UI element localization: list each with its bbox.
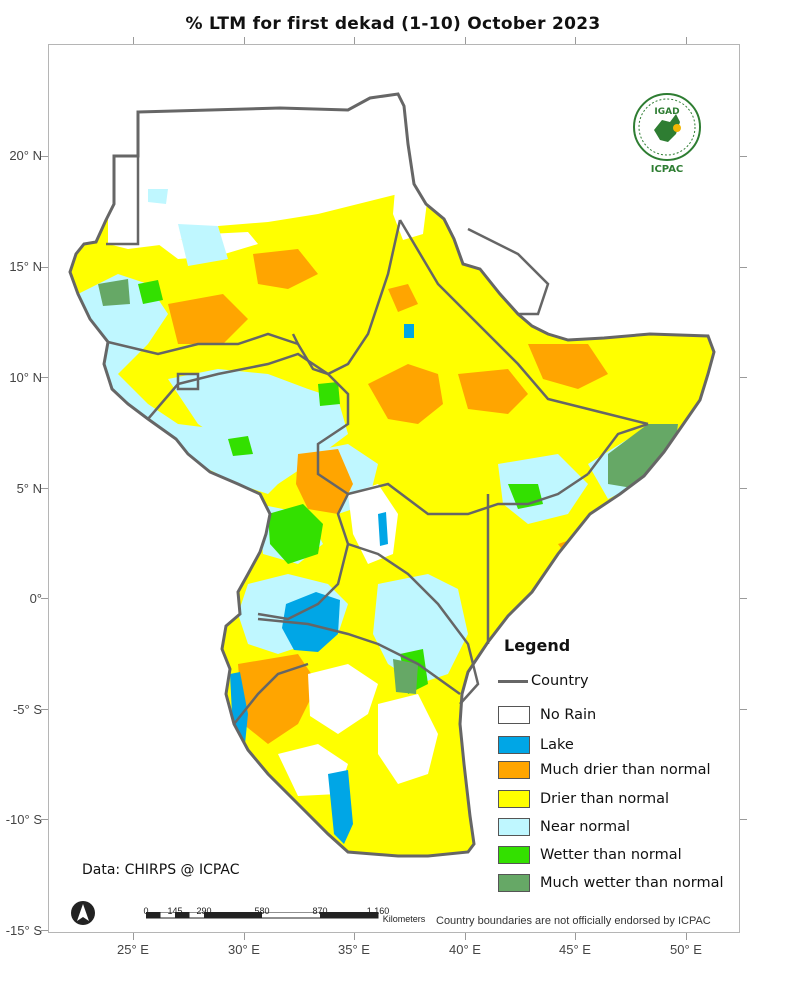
y-tick-label: -5° S: [12, 702, 42, 717]
y-tick: [41, 377, 48, 378]
y-tick-right: [740, 709, 747, 710]
country-line-swatch: [498, 679, 528, 683]
legend-label: Lake: [540, 737, 574, 753]
x-tick-top: [465, 37, 466, 44]
legend-row: Lake: [498, 734, 574, 756]
x-tick-label: 35° E: [338, 942, 370, 957]
legend-swatch: [498, 736, 530, 754]
scale-label: 1,160: [366, 906, 390, 916]
legend-row-country: Country: [498, 670, 589, 692]
scale-label: 290: [196, 906, 212, 916]
y-tick-label: 10° N: [9, 370, 42, 385]
y-tick: [41, 930, 48, 931]
x-tick-top: [575, 37, 576, 44]
y-tick: [41, 267, 48, 268]
legend-label: Wetter than normal: [540, 847, 682, 863]
x-tick-label: 25° E: [117, 942, 149, 957]
x-tick-label: 30° E: [228, 942, 260, 957]
legend-row: No Rain: [498, 704, 596, 726]
x-tick: [575, 933, 576, 940]
legend-swatch: [498, 846, 530, 864]
y-tick-right: [740, 488, 747, 489]
logo-bottom-text: ICPAC: [651, 164, 684, 174]
x-tick: [244, 933, 245, 940]
y-tick-right: [740, 156, 747, 157]
y-tick-label: -15° S: [5, 923, 42, 938]
y-tick-label: 15° N: [9, 259, 42, 274]
legend-label: Near normal: [540, 819, 631, 835]
legend-label: Much wetter than normal: [540, 875, 724, 891]
scale-label: 580: [254, 906, 270, 916]
scale-bar-graphic: [146, 912, 379, 919]
scale-label: 870: [312, 906, 328, 916]
x-tick: [354, 933, 355, 940]
x-tick-top: [244, 37, 245, 44]
y-tick-label: 5° N: [16, 481, 42, 496]
x-tick: [133, 933, 134, 940]
scale-unit: Kilometers: [382, 914, 426, 924]
y-tick: [41, 598, 48, 599]
y-tick-right: [740, 267, 747, 268]
legend-row: Much drier than normal: [498, 759, 711, 781]
boundary-disclaimer: Country boundaries are not officially en…: [436, 915, 711, 927]
y-tick: [41, 819, 48, 820]
x-tick-top: [133, 37, 134, 44]
map-title: % LTM for first dekad (1-10) October 202…: [185, 14, 601, 34]
legend-row: Drier than normal: [498, 788, 669, 810]
y-tick: [41, 709, 48, 710]
y-tick-right: [740, 377, 747, 378]
x-tick: [686, 933, 687, 940]
x-tick: [465, 933, 466, 940]
y-tick: [41, 488, 48, 489]
y-tick-label: 0°: [29, 591, 42, 606]
legend-swatch: [498, 761, 530, 779]
legend-row: Wetter than normal: [498, 844, 682, 866]
x-tick-top: [354, 37, 355, 44]
data-source: Data: CHIRPS @ ICPAC: [82, 862, 240, 878]
legend-row: Much wetter than normal: [498, 872, 723, 894]
legend-label: Much drier than normal: [540, 762, 711, 778]
legend-swatch: [498, 818, 530, 836]
legend-swatch: [498, 874, 530, 892]
legend-label: No Rain: [540, 707, 597, 723]
legend-title: Legend: [504, 636, 571, 655]
igad-logo-icon: IGAD ICPAC: [633, 93, 701, 174]
scale-label: 145: [167, 906, 183, 916]
logo-top-text: IGAD: [654, 107, 679, 117]
y-tick-right: [740, 598, 747, 599]
x-tick-top: [686, 37, 687, 44]
legend-label: Country: [531, 673, 589, 689]
north-arrow-icon: [71, 901, 95, 925]
y-tick-label: 20° N: [9, 148, 42, 163]
x-tick-label: 40° E: [449, 942, 481, 957]
country-boundaries: [106, 156, 649, 725]
x-tick-label: 45° E: [559, 942, 591, 957]
x-tick-label: 50° E: [670, 942, 702, 957]
rainfall-anomaly-map: [68, 92, 716, 858]
legend-swatch: [498, 706, 530, 724]
y-tick-label: -10° S: [5, 812, 42, 827]
legend-label: Drier than normal: [540, 791, 670, 807]
scale-label: 0: [143, 906, 149, 916]
legend-swatch: [498, 790, 530, 808]
legend-row: Near normal: [498, 816, 630, 838]
y-tick-right: [740, 819, 747, 820]
y-tick: [41, 156, 48, 157]
